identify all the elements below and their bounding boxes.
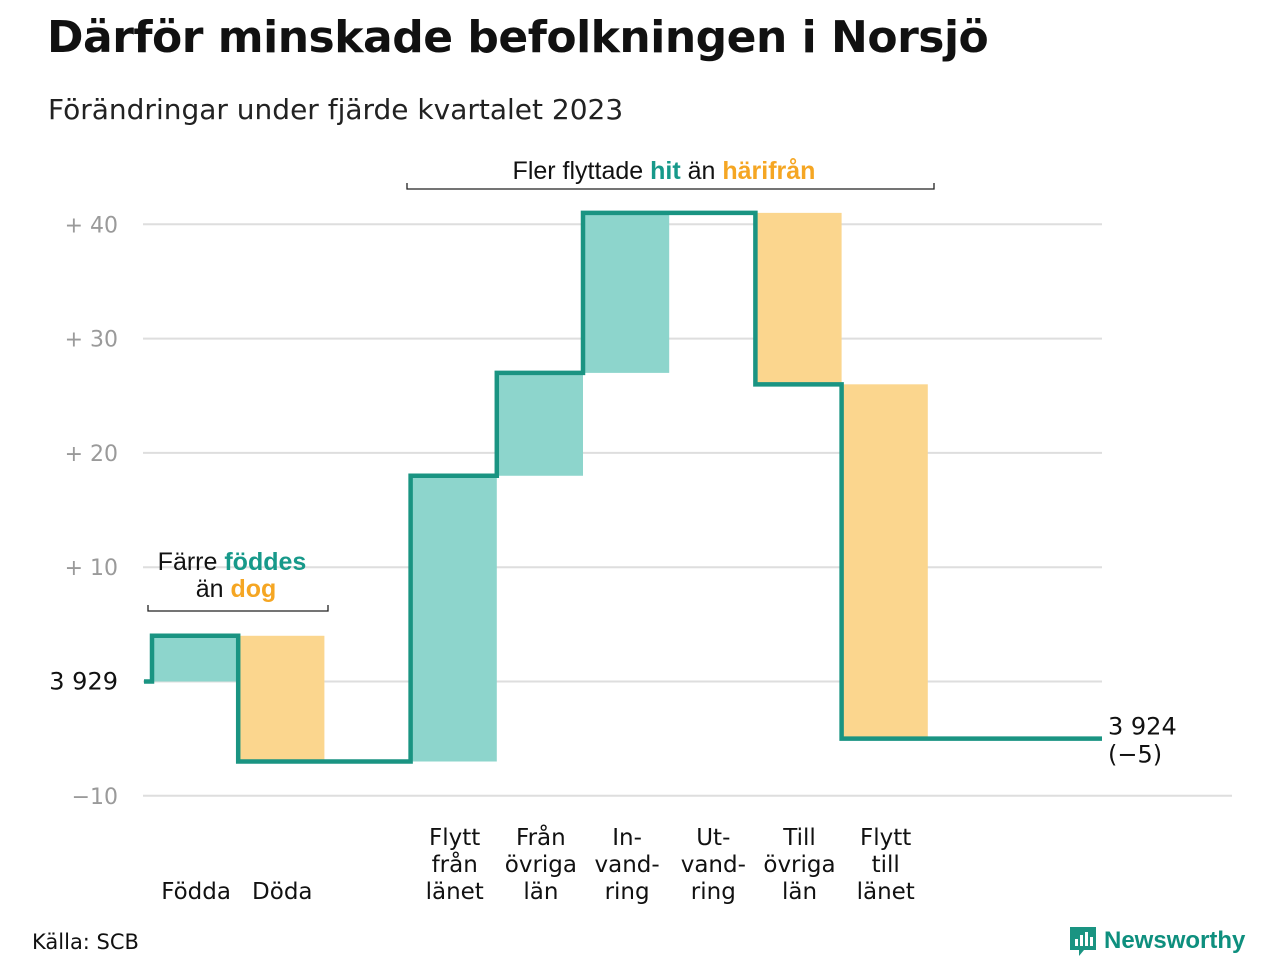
category-label: Döda (252, 879, 312, 905)
waterfall-bar (410, 475, 497, 762)
y-tick-label: + 10 (65, 556, 118, 581)
start-value-label: 3 929 (49, 668, 118, 696)
annotation-bracket (406, 183, 935, 190)
annotation-line: Färre föddes (158, 548, 307, 576)
y-tick-label: −10 (72, 785, 118, 810)
annotation-text: Fler flyttade (513, 157, 651, 185)
category-label: län (523, 879, 558, 905)
category-label: Ut- (696, 825, 730, 851)
source-note: Källa: SCB (32, 930, 139, 954)
category-label: vand- (681, 852, 746, 878)
annotation-highlight-teal: hit (650, 157, 681, 185)
category-label: Till (782, 825, 816, 851)
category-label: till (872, 852, 900, 878)
cumulative-line (144, 210, 1102, 764)
annotation-text: än (196, 575, 231, 603)
category-label: län (782, 879, 817, 905)
annotation-line: än dog (196, 575, 277, 603)
y-tick-label: + 30 (65, 328, 118, 353)
bar-chart-speech-bubble-icon (1070, 927, 1096, 956)
chart-title: Därför minskade befolkningen i Norsjö (47, 12, 989, 63)
category-label: ring (691, 879, 736, 905)
end-change-label: (−5) (1108, 741, 1162, 769)
category-label: Födda (161, 879, 231, 905)
category-label: från (432, 850, 478, 878)
annotation-text: än (681, 157, 723, 185)
category-label: Flytt (429, 825, 480, 851)
y-tick-label: + 20 (65, 442, 118, 467)
category-label: länet (426, 879, 484, 905)
category-label: länet (857, 879, 915, 905)
category-label: ring (605, 879, 650, 905)
category-label: vand- (595, 852, 660, 878)
annotation-bracket (147, 605, 329, 612)
annotation-text: Färre (158, 548, 225, 576)
category-label: Flytt (860, 825, 911, 851)
annotation-highlight-teal: föddes (224, 548, 306, 576)
waterfall-bar (583, 212, 670, 373)
waterfall-bar (238, 635, 325, 762)
brand-logo: Newsworthy (1068, 924, 1245, 958)
annotation-highlight-orange: dog (230, 575, 276, 603)
category-label: övriga (505, 852, 577, 878)
category-label: In- (612, 825, 642, 851)
migration-annotation: Fler flyttade hit än härifrån (406, 157, 935, 190)
annotation-highlight-orange: härifrån (722, 157, 815, 185)
waterfall-bar (841, 384, 928, 739)
waterfall-bar (496, 372, 583, 476)
waterfall-bar (152, 635, 239, 682)
y-tick-label: + 40 (65, 213, 118, 238)
category-label: övriga (763, 852, 835, 878)
waterfall-bar (755, 212, 842, 385)
annotation-line: Fler flyttade hit än härifrån (513, 157, 816, 185)
brand-name: Newsworthy (1104, 927, 1246, 954)
waterfall-chart: + 40 + 30 + 20 + 10 3 929 −10 3 924(−5) Födda Dö… (49, 157, 1232, 905)
category-label: Från (516, 823, 566, 851)
chart-subtitle: Förändringar under fjärde kvartalet 2023 (48, 93, 624, 126)
end-value-label: 3 924 (1108, 713, 1177, 741)
